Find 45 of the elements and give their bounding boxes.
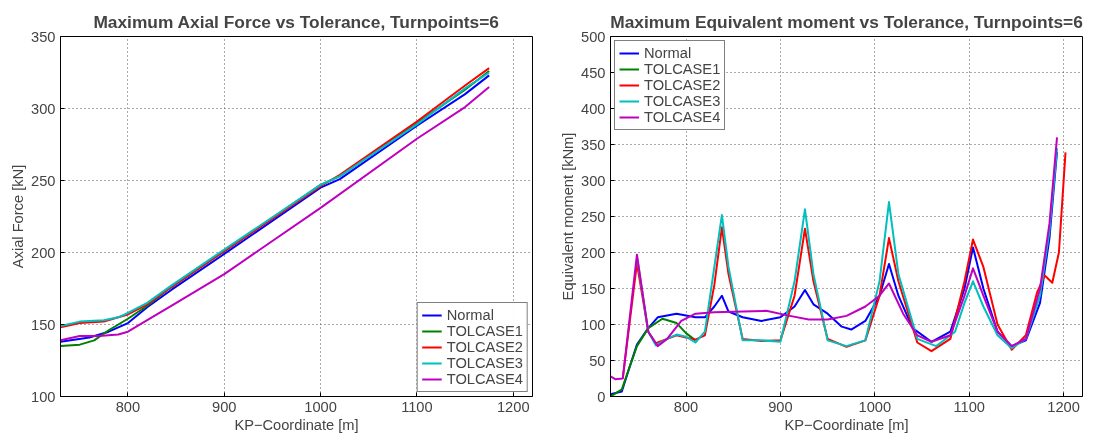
y-tick-label: 150 bbox=[31, 316, 56, 333]
y-tick-label: 350 bbox=[31, 28, 56, 45]
y-axis-title: Equivalent moment [kNm] bbox=[560, 132, 577, 301]
x-axis-title: KP−Coordinate [m] bbox=[234, 416, 359, 433]
x-tick-label: 800 bbox=[115, 398, 141, 415]
y-tick-label: 200 bbox=[581, 244, 606, 261]
legend-label: Normal bbox=[644, 45, 692, 61]
legend-label: TOLCASE1 bbox=[644, 61, 721, 77]
y-tick-label: 50 bbox=[589, 352, 606, 369]
chart-title: Maximum Equivalent moment vs Tolerance, Turnpoints=6 bbox=[610, 11, 1084, 32]
legend-label: TOLCASE3 bbox=[644, 93, 721, 109]
line-series bbox=[610, 317, 697, 397]
x-tick-label: 900 bbox=[768, 398, 793, 415]
y-tick-label: 350 bbox=[581, 136, 606, 153]
y-tick-label: 100 bbox=[581, 316, 606, 333]
x-tick-label: 1200 bbox=[1047, 398, 1080, 415]
legend-label: TOLCASE2 bbox=[644, 77, 721, 93]
x-tick-label: 1000 bbox=[858, 398, 892, 415]
y-tick-label: 250 bbox=[581, 208, 606, 225]
y-tick-label: 450 bbox=[581, 64, 606, 81]
y-tick-label: 300 bbox=[31, 100, 56, 117]
x-tick-label: 1100 bbox=[401, 398, 433, 415]
chart-title: Maximum Axial Force vs Tolerance, Turnpoints=6 bbox=[93, 11, 500, 32]
y-tick-label: 0 bbox=[597, 388, 606, 405]
y-tick-label: 100 bbox=[31, 388, 56, 405]
legend-label: TOLCASE4 bbox=[446, 371, 523, 387]
y-tick-label: 150 bbox=[581, 280, 606, 297]
legend-label: TOLCASE3 bbox=[446, 355, 523, 371]
x-tick-label: 800 bbox=[673, 398, 699, 415]
x-tick-label: 1000 bbox=[304, 398, 337, 415]
y-tick-label: 250 bbox=[31, 172, 56, 189]
x-axis-title: KP−Coordinate [m] bbox=[784, 416, 909, 433]
y-tick-label: 500 bbox=[581, 28, 606, 45]
x-tick-label: 1200 bbox=[496, 398, 530, 415]
legend-label: TOLCASE4 bbox=[644, 109, 721, 125]
y-tick-label: 300 bbox=[581, 172, 606, 189]
line-series bbox=[635, 147, 1059, 350]
y-tick-label: 400 bbox=[581, 100, 606, 117]
legend-label: TOLCASE1 bbox=[446, 323, 523, 339]
y-axis-title: Axial Force [kN] bbox=[10, 164, 27, 269]
y-tick-label: 200 bbox=[31, 244, 56, 261]
x-tick-label: 900 bbox=[212, 398, 237, 415]
x-tick-label: 1100 bbox=[953, 398, 985, 415]
legend-label: Normal bbox=[446, 307, 494, 323]
legend-label: TOLCASE2 bbox=[446, 339, 523, 355]
